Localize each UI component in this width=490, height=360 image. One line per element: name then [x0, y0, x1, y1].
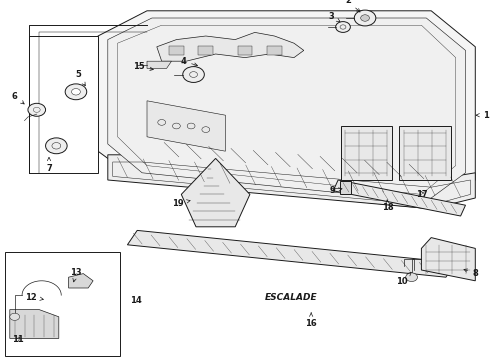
Text: 6: 6: [12, 92, 24, 104]
Bar: [169, 46, 184, 55]
Bar: [5, 252, 120, 356]
Polygon shape: [333, 180, 466, 216]
Text: 2: 2: [345, 0, 360, 12]
Text: ESCALADE: ESCALADE: [265, 292, 318, 302]
Polygon shape: [399, 126, 451, 180]
Text: 12: 12: [25, 292, 43, 302]
Circle shape: [72, 89, 80, 95]
Polygon shape: [127, 230, 456, 277]
Circle shape: [183, 67, 204, 82]
Polygon shape: [98, 11, 475, 209]
Bar: [238, 46, 252, 55]
Circle shape: [354, 10, 376, 26]
Polygon shape: [421, 238, 475, 281]
Circle shape: [46, 138, 67, 154]
Polygon shape: [181, 158, 250, 227]
Circle shape: [406, 273, 417, 282]
Text: 13: 13: [70, 268, 82, 282]
Circle shape: [361, 15, 369, 21]
Circle shape: [10, 313, 20, 320]
Text: 4: 4: [180, 57, 197, 66]
Text: 10: 10: [396, 272, 411, 286]
Polygon shape: [157, 32, 304, 61]
Text: 14: 14: [130, 296, 142, 305]
Text: 16: 16: [305, 313, 317, 328]
Polygon shape: [29, 36, 98, 173]
Polygon shape: [69, 274, 93, 288]
Text: 9: 9: [330, 186, 342, 195]
Bar: [198, 46, 213, 55]
Text: 5: 5: [75, 70, 85, 86]
Bar: [267, 46, 282, 55]
Circle shape: [65, 84, 87, 100]
Text: 3: 3: [328, 12, 340, 22]
Text: 8: 8: [464, 269, 479, 278]
Text: 7: 7: [46, 157, 52, 173]
Circle shape: [28, 103, 46, 116]
Polygon shape: [108, 18, 466, 202]
Circle shape: [336, 22, 350, 32]
Polygon shape: [341, 126, 392, 180]
Polygon shape: [108, 155, 475, 209]
Text: 19: 19: [172, 199, 190, 208]
Text: 17: 17: [416, 190, 428, 199]
Text: 1: 1: [476, 111, 489, 120]
Text: 11: 11: [12, 335, 24, 343]
Polygon shape: [147, 101, 225, 151]
Polygon shape: [147, 61, 172, 68]
Polygon shape: [10, 310, 59, 338]
Bar: [340, 181, 351, 194]
Text: 15: 15: [133, 62, 153, 71]
Text: 18: 18: [382, 200, 394, 212]
